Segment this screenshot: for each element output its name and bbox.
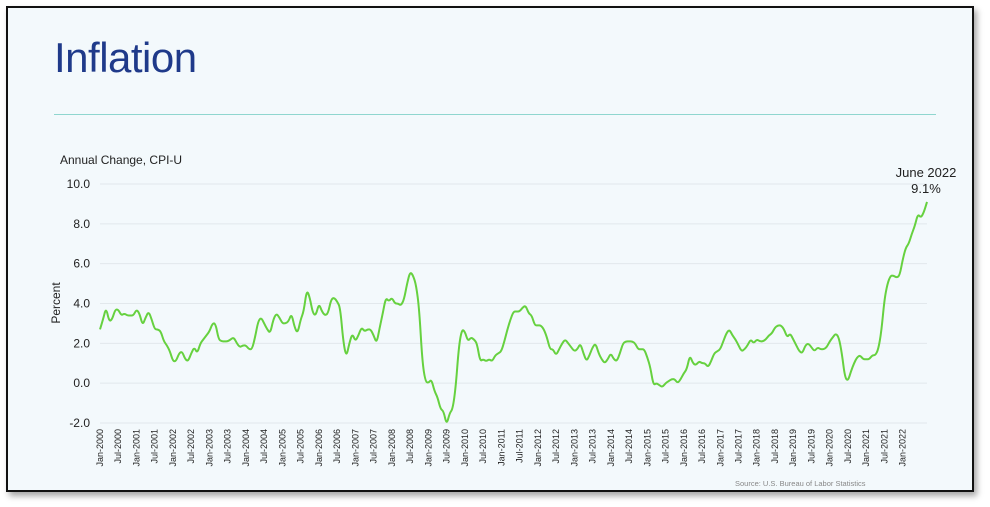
x-tick-label: Jan-2005 bbox=[277, 429, 287, 467]
x-tick-label: Jan-2008 bbox=[387, 429, 397, 467]
x-tick-label: Jul-2002 bbox=[186, 429, 196, 464]
y-tick-label: 2.0 bbox=[73, 336, 90, 350]
x-tick-label: Jan-2010 bbox=[460, 429, 470, 467]
y-axis-ticks: 10.0 8.0 6.0 4.0 2.0 0.0 -2.0 bbox=[67, 177, 91, 430]
x-tick-label: Jan-2022 bbox=[898, 429, 908, 467]
x-tick-label: Jan-2021 bbox=[861, 429, 871, 467]
x-tick-label: Jul-2020 bbox=[843, 429, 853, 464]
x-tick-label: Jan-2017 bbox=[715, 429, 725, 467]
x-tick-label: Jul-2003 bbox=[223, 429, 233, 464]
x-tick-label: Jul-2019 bbox=[806, 429, 816, 464]
x-tick-label: Jan-2003 bbox=[204, 429, 214, 467]
y-tick-label: 8.0 bbox=[73, 217, 90, 231]
x-tick-label: Jan-2015 bbox=[642, 429, 652, 467]
source-note: Source: U.S. Bureau of Labor Statistics bbox=[735, 479, 866, 488]
x-tick-label: Jul-2001 bbox=[150, 429, 160, 464]
title-divider bbox=[54, 114, 936, 115]
x-tick-label: Jan-2018 bbox=[752, 429, 762, 467]
x-tick-label: Jul-2006 bbox=[332, 429, 342, 464]
x-tick-label: Jan-2011 bbox=[496, 429, 506, 466]
x-tick-label: Jan-2000 bbox=[95, 429, 105, 467]
x-tick-label: Jul-2008 bbox=[405, 429, 415, 464]
x-tick-label: Jul-2014 bbox=[624, 429, 634, 464]
cpi-series-line bbox=[99, 201, 928, 423]
x-axis-ticks: Jan-2000 Jul-2000 Jan-2001 Jul-2001 Jan-2002… bbox=[95, 429, 908, 467]
y-tick-label: 10.0 bbox=[67, 177, 91, 191]
x-tick-label: Jul-2009 bbox=[442, 429, 452, 464]
x-tick-label: Jul-2017 bbox=[733, 429, 743, 464]
x-tick-label: Jan-2001 bbox=[131, 429, 141, 467]
chart-title: Annual Change, CPI-U bbox=[60, 153, 182, 167]
x-tick-label: Jan-2020 bbox=[825, 429, 835, 467]
y-tick-label: -2.0 bbox=[69, 416, 90, 430]
annotation-date: June 2022 bbox=[896, 165, 957, 180]
x-tick-label: Jul-2007 bbox=[369, 429, 379, 464]
x-tick-label: Jan-2002 bbox=[168, 429, 178, 467]
x-tick-label: Jan-2006 bbox=[314, 429, 324, 467]
y-tick-label: 0.0 bbox=[73, 376, 90, 390]
x-tick-label: Jul-2005 bbox=[296, 429, 306, 464]
x-tick-label: Jan-2019 bbox=[788, 429, 798, 467]
x-tick-label: Jan-2009 bbox=[423, 429, 433, 467]
chart-gridlines bbox=[100, 183, 927, 424]
x-tick-label: Jul-2016 bbox=[697, 429, 707, 464]
slide-title: Inflation bbox=[54, 34, 197, 81]
y-axis-label: Percent bbox=[49, 282, 63, 324]
y-tick-label: 4.0 bbox=[73, 297, 90, 311]
x-tick-label: Jan-2007 bbox=[350, 429, 360, 467]
x-tick-label: Jan-2014 bbox=[606, 429, 616, 467]
x-tick-label: Jan-2004 bbox=[241, 429, 251, 467]
y-tick-label: 6.0 bbox=[73, 257, 90, 271]
x-tick-label: Jul-2000 bbox=[113, 429, 123, 464]
slide-frame: Inflation bbox=[6, 6, 974, 492]
x-tick-label: Jul-2018 bbox=[770, 429, 780, 464]
x-tick-label: Jan-2013 bbox=[569, 429, 579, 467]
annotation-value: 9.1% bbox=[911, 181, 941, 196]
x-tick-label: Jan-2012 bbox=[533, 429, 543, 467]
x-tick-label: Jul-2021 bbox=[879, 429, 889, 464]
x-tick-label: Jul-2010 bbox=[478, 429, 488, 464]
x-tick-label: Jul-2015 bbox=[661, 429, 671, 464]
x-tick-label: Jul-2004 bbox=[259, 429, 269, 464]
x-tick-label: Jul-2012 bbox=[551, 429, 561, 464]
x-tick-label: Jan-2016 bbox=[679, 429, 689, 467]
x-tick-label: Jul-2013 bbox=[588, 429, 598, 464]
x-tick-label: Jul-2011 bbox=[515, 429, 525, 463]
